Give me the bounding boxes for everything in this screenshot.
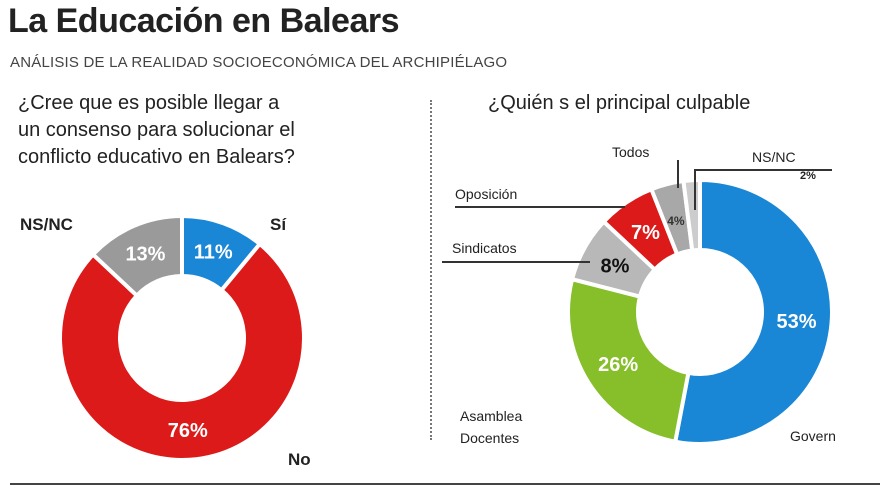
label-no: No — [288, 450, 311, 469]
slice-asamblea-docentes — [566, 276, 691, 445]
value-label: 8% — [601, 255, 630, 277]
value-label: 7% — [631, 222, 660, 244]
question-1-line: un consenso para solucionar el — [18, 119, 295, 141]
label-asamblea-line: Docentes — [460, 430, 520, 446]
label-oposicion: Oposición — [455, 186, 518, 202]
value-label: 76% — [168, 420, 208, 442]
label-asamblea: Asamblea Docentes — [460, 405, 522, 449]
question-1: ¿Cree que es posible llegar a un consens… — [18, 90, 418, 171]
label-govern: Govern — [790, 428, 836, 444]
question-1-line: ¿Cree que es posible llegar a — [18, 92, 280, 114]
value-label: 53% — [777, 311, 817, 333]
question-1-line: conflicto educativo en Balears? — [18, 146, 295, 168]
label-asamblea-line: Asamblea — [460, 408, 523, 424]
value-label: 26% — [598, 354, 638, 376]
value-nsnc-2: 2% — [800, 170, 816, 182]
slice-govern — [672, 177, 834, 446]
leader-nsnc — [694, 169, 832, 210]
value-label: 4% — [667, 214, 685, 228]
subtitle: ANÁLISIS DE LA REALIDAD SOCIOECONÓMICA D… — [10, 54, 508, 71]
question-2: ¿Quién s el principal culpable — [488, 92, 751, 114]
value-label: 11% — [194, 241, 233, 263]
donut-culpable: 53% 26% 8%7% 4% — [566, 177, 834, 446]
label-nsnc-2: NS/NC — [752, 149, 796, 165]
leader-lines — [442, 160, 832, 263]
page-title: La Educación en Balears — [8, 2, 400, 40]
slice-ns-nc — [90, 213, 184, 299]
label-si: Sí — [270, 215, 287, 234]
divider — [430, 100, 433, 440]
bottom-rule — [10, 483, 880, 485]
label-nsnc: NS/NC — [20, 215, 73, 234]
label-sindicatos: Sindicatos — [452, 240, 517, 256]
value-label: 13% — [125, 244, 165, 266]
label-todos: Todos — [612, 144, 650, 160]
slice-no — [58, 241, 306, 462]
donut-consenso: 11% 76% 13% — [58, 213, 306, 462]
